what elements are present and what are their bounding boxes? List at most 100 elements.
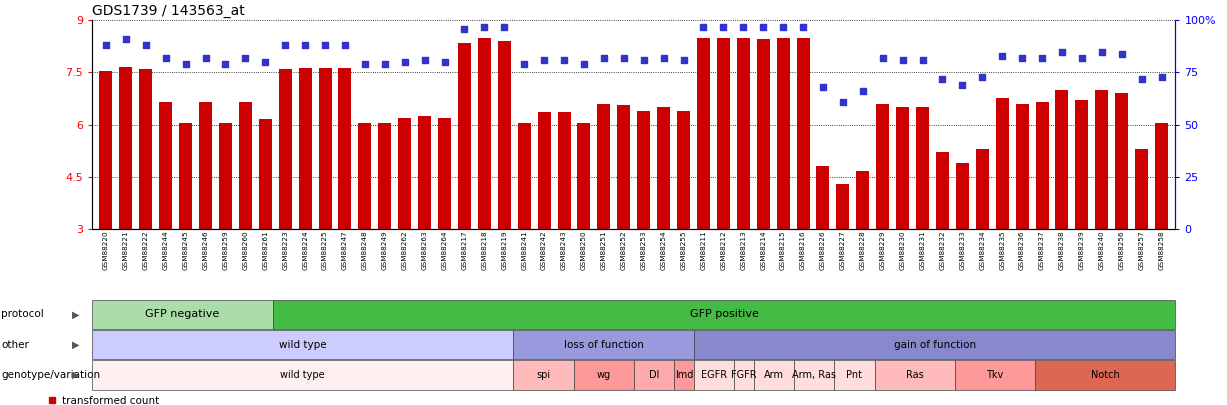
Bar <box>677 111 690 333</box>
Bar <box>856 171 869 333</box>
Bar <box>956 163 969 333</box>
Bar <box>1036 102 1049 333</box>
Text: genotype/variation: genotype/variation <box>1 370 101 380</box>
Bar <box>1036 360 1175 390</box>
Bar <box>319 68 331 333</box>
Bar <box>140 69 152 333</box>
Bar <box>834 360 875 390</box>
Point <box>555 57 574 63</box>
Point <box>1072 55 1092 61</box>
Bar <box>259 119 271 333</box>
Bar <box>837 183 849 333</box>
Bar <box>179 123 193 333</box>
Point <box>1032 55 1052 61</box>
Text: lmd: lmd <box>675 370 693 380</box>
Bar <box>399 117 411 333</box>
Point <box>1131 75 1151 82</box>
Point <box>714 23 734 30</box>
Point <box>654 55 674 61</box>
Bar <box>218 123 232 333</box>
Point <box>1012 55 1032 61</box>
Point <box>216 61 236 67</box>
Bar <box>617 105 631 333</box>
Text: EGFR: EGFR <box>701 370 728 380</box>
Text: Pnt: Pnt <box>847 370 863 380</box>
Bar <box>876 104 890 333</box>
Bar <box>557 112 571 333</box>
Point <box>175 61 195 67</box>
Bar <box>477 38 491 333</box>
Bar <box>658 107 670 333</box>
Bar <box>755 360 794 390</box>
Text: loss of function: loss of function <box>563 340 644 350</box>
Text: FGFR: FGFR <box>731 370 757 380</box>
Bar <box>674 360 694 390</box>
Bar <box>498 41 510 333</box>
Point <box>1092 48 1112 55</box>
Point <box>853 88 872 94</box>
Bar <box>339 68 351 333</box>
Bar <box>777 38 790 333</box>
Bar <box>358 123 372 333</box>
Point <box>734 23 753 30</box>
Bar <box>896 107 909 333</box>
Point <box>594 55 614 61</box>
Point <box>952 82 972 88</box>
Point <box>534 57 553 63</box>
Point <box>893 57 913 63</box>
Bar <box>160 102 172 333</box>
Bar <box>418 116 431 333</box>
Text: Dl: Dl <box>649 370 659 380</box>
Bar <box>99 70 113 333</box>
Bar <box>975 149 989 333</box>
Point <box>674 57 693 63</box>
Point <box>773 23 793 30</box>
Text: spi: spi <box>536 370 551 380</box>
Bar <box>92 300 272 329</box>
Bar <box>875 360 955 390</box>
Bar <box>279 69 292 333</box>
Bar <box>438 117 452 333</box>
Text: Notch: Notch <box>1091 370 1119 380</box>
Text: GDS1739 / 143563_at: GDS1739 / 143563_at <box>92 4 244 18</box>
Point <box>1112 50 1131 57</box>
Bar <box>796 38 810 333</box>
Point <box>136 42 156 49</box>
Point <box>793 23 812 30</box>
Point <box>973 73 993 80</box>
Bar <box>996 98 1009 333</box>
Bar <box>239 102 252 333</box>
Bar <box>734 360 755 390</box>
Text: wild type: wild type <box>281 370 325 380</box>
Text: GFP positive: GFP positive <box>690 309 758 319</box>
Bar <box>92 360 513 390</box>
Bar <box>757 39 769 333</box>
Bar <box>794 360 834 390</box>
Point <box>156 55 175 61</box>
Bar <box>694 360 734 390</box>
Bar <box>578 123 590 333</box>
Bar <box>1096 90 1108 333</box>
Bar <box>736 38 750 333</box>
Point <box>375 61 395 67</box>
Point <box>275 42 294 49</box>
Bar <box>537 112 551 333</box>
Point <box>574 61 594 67</box>
Text: ▶: ▶ <box>72 340 80 350</box>
Bar <box>1155 123 1168 333</box>
Point <box>494 23 514 30</box>
Point <box>872 55 892 61</box>
Bar <box>513 360 573 390</box>
Point <box>335 42 355 49</box>
Bar <box>917 107 929 333</box>
Point <box>614 55 633 61</box>
Bar <box>936 152 948 333</box>
Bar <box>513 330 694 359</box>
Point <box>434 59 454 65</box>
Point <box>814 84 833 90</box>
Bar <box>697 38 710 333</box>
Point <box>455 26 475 32</box>
Point <box>296 42 315 49</box>
Bar <box>458 43 471 333</box>
Point <box>236 55 255 61</box>
